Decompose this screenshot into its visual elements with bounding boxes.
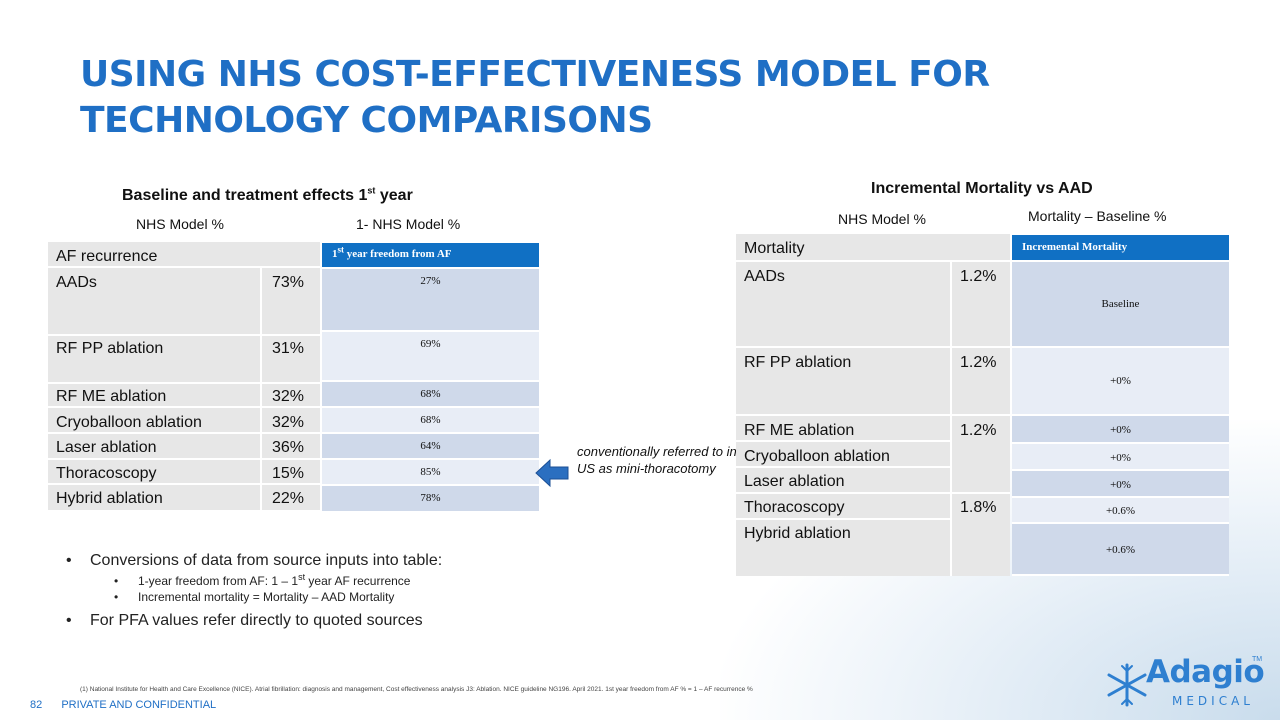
footnote: (1) National Institute for Health and Ca…	[80, 686, 753, 693]
table-row-label: Laser ablation	[744, 473, 845, 490]
table-row-label: Thoracoscopy	[744, 499, 845, 516]
bullet-list: Conversions of data from source inputs i…	[66, 552, 442, 634]
table-cell: +0.6%	[1012, 524, 1229, 576]
table-row-label: Hybrid ablation	[56, 490, 163, 507]
logo-text: Adagio	[1146, 654, 1265, 690]
table-cell: +0%	[1012, 348, 1229, 416]
right-blue-header: Incremental Mortality	[1012, 235, 1229, 260]
confidential-label: PRIVATE AND CONFIDENTIAL	[61, 699, 217, 711]
table-cell: +0%	[1012, 471, 1229, 498]
right-header: Mortality	[744, 240, 805, 257]
table-cell: 64%	[322, 434, 539, 460]
table-row-value: 31%	[272, 340, 305, 357]
left-header: AF recurrence	[56, 248, 158, 265]
table-cell: 69%	[322, 332, 539, 382]
table-row-label: RF PP ablation	[744, 354, 852, 371]
arrow-left-icon	[535, 458, 569, 488]
right-table-caption: Incremental Mortality vs AAD	[871, 180, 1093, 197]
company-logo: Adagio TM MEDICAL	[1100, 652, 1270, 714]
note-text: conventionally referred to in US as mini…	[577, 444, 737, 476]
left-blue-header: 1st year freedom from AF	[322, 243, 539, 267]
table-row-label: RF PP ablation	[56, 340, 164, 357]
table-row-value: 32%	[272, 388, 305, 405]
table-cell: 68%	[322, 408, 539, 434]
table-row-value: 1.8%	[960, 499, 997, 516]
table-row-label: Hybrid ablation	[744, 525, 851, 542]
right-col1-label: NHS Model %	[838, 211, 926, 227]
table-cell: 68%	[322, 382, 539, 408]
table-cell: 27%	[322, 269, 539, 332]
table-cell: +0%	[1012, 444, 1229, 471]
table-row-value: 32%	[272, 414, 305, 431]
table-cell: 78%	[322, 486, 539, 513]
page-title: USING NHS COST-EFFECTIVENESS MODEL FOR T…	[80, 54, 990, 141]
bullet-item: Conversions of data from source inputs i…	[66, 552, 442, 570]
sub-bullet-item: Incremental mortality = Mortality – AAD …	[114, 590, 442, 604]
right-col2-label: Mortality – Baseline %	[1028, 208, 1167, 224]
table-row-value: 1.2%	[960, 422, 997, 439]
table-row-value: 36%	[272, 439, 305, 456]
logo-tm: TM	[1252, 656, 1263, 663]
table-cell: +0.6%	[1012, 498, 1229, 524]
left-col1-label: NHS Model %	[136, 216, 224, 232]
snowflake-icon	[1107, 663, 1147, 707]
table-row-label: Thoracoscopy	[56, 465, 157, 482]
table-cell: Baseline	[1012, 262, 1229, 348]
sub-bullet-item: 1-year freedom from AF: 1 – 1st year AF …	[114, 573, 442, 589]
table-row-value: 22%	[272, 490, 305, 507]
table-row-label: RF ME ablation	[744, 422, 855, 439]
table-row-value: 15%	[272, 465, 305, 482]
table-row-label: Cryoballoon ablation	[744, 448, 890, 465]
table-row-label: Laser ablation	[56, 439, 157, 456]
table-row-value: 1.2%	[960, 354, 997, 371]
table-row-label: RF ME ablation	[56, 388, 167, 405]
footer: 82 PRIVATE AND CONFIDENTIAL	[30, 699, 232, 711]
table-row-label: AADs	[56, 274, 97, 291]
table-row-value: 1.2%	[960, 268, 997, 285]
left-table-caption: Baseline and treatment effects 1st year	[122, 185, 413, 204]
right-grey-table: Mortality AADs 1.2% RF PP ablation 1.2% …	[736, 234, 1010, 576]
left-col2-label: 1- NHS Model %	[356, 216, 461, 232]
logo-subtext: MEDICAL	[1172, 694, 1254, 708]
table-row-value: 73%	[272, 274, 305, 291]
table-cell: +0%	[1012, 416, 1229, 444]
left-grey-table: AF recurrence AADs 73% RF PP ablation 31…	[48, 242, 320, 510]
table-row-label: Cryoballoon ablation	[56, 414, 202, 431]
table-row-label: AADs	[744, 268, 785, 285]
table-cell: 85%	[322, 460, 539, 486]
bullet-item: For PFA values refer directly to quoted …	[66, 612, 442, 630]
page-number: 82	[30, 699, 43, 711]
